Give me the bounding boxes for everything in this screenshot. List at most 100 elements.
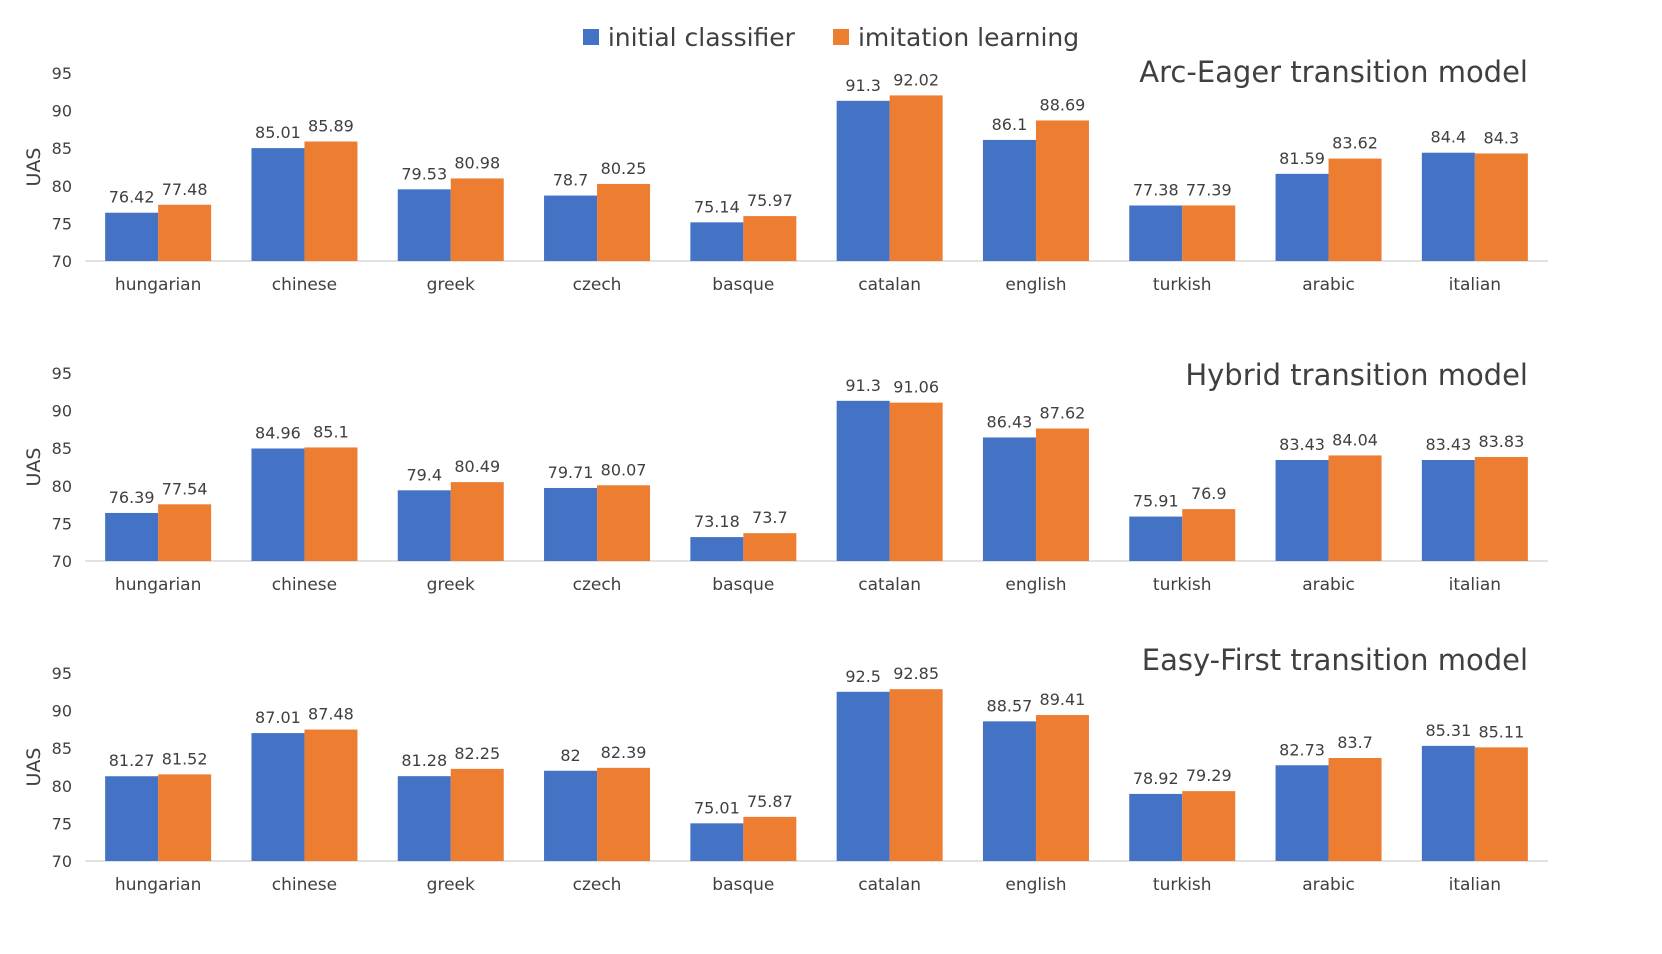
- bar-initial-classifier: [397, 776, 451, 861]
- y-tick-label: 70: [52, 852, 72, 871]
- bar-imitation-learning: [889, 402, 943, 561]
- data-label: 75.01: [694, 798, 740, 817]
- y-tick-label: 80: [52, 777, 72, 796]
- x-tick-label: catalan: [858, 275, 921, 295]
- data-label: 92.85: [893, 664, 939, 683]
- bar-initial-classifier: [690, 823, 744, 861]
- bar-imitation-learning: [158, 504, 212, 561]
- data-label: 79.71: [548, 463, 594, 482]
- bar-initial-classifier: [982, 721, 1036, 861]
- data-label: 85.31: [1425, 721, 1471, 740]
- y-axis-label: UAS: [23, 148, 45, 187]
- x-tick-label: turkish: [1153, 275, 1212, 295]
- bar-initial-classifier: [544, 487, 598, 561]
- data-label: 81.28: [401, 751, 447, 770]
- bar-initial-classifier: [105, 212, 159, 261]
- data-label: 87.62: [1040, 403, 1086, 422]
- bar-imitation-learning: [1182, 509, 1236, 561]
- data-label: 83.83: [1478, 432, 1524, 451]
- y-tick-label: 90: [52, 102, 72, 121]
- data-label: 79.29: [1186, 766, 1232, 785]
- x-tick-label: czech: [573, 575, 622, 595]
- x-tick-label: turkish: [1153, 875, 1212, 895]
- bar-initial-classifier: [982, 437, 1036, 561]
- data-label: 85.01: [255, 123, 301, 142]
- data-label: 83.7: [1337, 733, 1373, 752]
- data-label: 80.98: [454, 153, 500, 172]
- data-label: 79.53: [401, 164, 447, 183]
- x-tick-label: basque: [712, 875, 774, 895]
- bar-imitation-learning: [889, 95, 943, 261]
- legend-swatch-initial-classifier: [582, 29, 599, 45]
- x-tick-label: czech: [573, 875, 622, 895]
- data-label: 81.59: [1279, 149, 1325, 168]
- bar-imitation-learning: [1328, 158, 1382, 261]
- x-tick-label: basque: [712, 275, 774, 295]
- x-tick-label: czech: [573, 275, 622, 295]
- data-label: 86.1: [992, 115, 1028, 134]
- data-label: 84.96: [255, 424, 301, 443]
- y-tick-label: 70: [52, 252, 72, 271]
- data-label: 77.48: [162, 180, 208, 199]
- bar-imitation-learning: [743, 216, 797, 261]
- bar-initial-classifier: [544, 770, 598, 861]
- x-tick-label: english: [1005, 575, 1066, 595]
- chart-title: Arc-Eager transition model: [1139, 55, 1528, 89]
- data-label: 82.39: [601, 743, 647, 762]
- data-label: 92.5: [845, 667, 881, 686]
- bar-initial-classifier: [836, 691, 890, 861]
- bar-imitation-learning: [1182, 205, 1236, 261]
- data-label: 83.43: [1425, 435, 1471, 454]
- bar-initial-classifier: [1129, 793, 1183, 861]
- bar-imitation-learning: [597, 183, 651, 261]
- x-tick-label: chinese: [272, 275, 337, 295]
- data-label: 87.48: [308, 705, 354, 724]
- bar-initial-classifier: [544, 195, 598, 261]
- data-label: 76.39: [109, 488, 155, 507]
- y-tick-label: 85: [52, 439, 72, 458]
- bar-initial-classifier: [1421, 745, 1475, 861]
- x-tick-label: catalan: [858, 575, 921, 595]
- bar-imitation-learning: [450, 768, 504, 861]
- x-tick-label: arabic: [1302, 575, 1355, 595]
- data-label: 83.43: [1279, 435, 1325, 454]
- bar-initial-classifier: [105, 512, 159, 561]
- y-tick-label: 75: [52, 214, 72, 233]
- y-tick-label: 95: [52, 364, 72, 383]
- bar-imitation-learning: [1328, 455, 1382, 561]
- legend-label-initial-classifier: initial classifier: [607, 22, 795, 52]
- x-tick-label: turkish: [1153, 575, 1212, 595]
- bar-imitation-learning: [304, 729, 358, 861]
- x-tick-label: basque: [712, 575, 774, 595]
- x-tick-label: greek: [427, 275, 475, 295]
- y-tick-label: 80: [52, 177, 72, 196]
- data-label: 77.54: [162, 479, 208, 498]
- bar-initial-classifier: [690, 537, 744, 561]
- bar-initial-classifier: [251, 733, 305, 861]
- y-axis-label: UAS: [23, 748, 45, 787]
- legend-label-imitation-learning: imitation learning: [857, 22, 1080, 52]
- bar-initial-classifier: [982, 139, 1036, 261]
- x-tick-label: english: [1005, 875, 1066, 895]
- data-label: 89.41: [1040, 690, 1086, 709]
- data-label: 81.52: [162, 749, 208, 768]
- y-tick-label: 70: [52, 552, 72, 571]
- data-label: 88.69: [1040, 95, 1086, 114]
- data-label: 85.1: [313, 422, 349, 441]
- bar-initial-classifier: [690, 222, 744, 261]
- data-label: 73.7: [752, 508, 788, 527]
- data-label: 82.73: [1279, 740, 1325, 759]
- bar-initial-classifier: [1421, 152, 1475, 261]
- data-label: 80.49: [454, 457, 500, 476]
- x-tick-label: greek: [427, 875, 475, 895]
- bar-imitation-learning: [304, 447, 358, 561]
- bar-initial-classifier: [1275, 765, 1329, 861]
- bar-initial-classifier: [251, 148, 305, 261]
- bar-imitation-learning: [1035, 715, 1089, 861]
- bar-imitation-learning: [304, 141, 358, 261]
- x-tick-label: italian: [1449, 275, 1501, 295]
- data-label: 73.18: [694, 512, 740, 531]
- legend-item-imitation-learning: imitation learning: [832, 22, 1080, 52]
- data-label: 78.7: [553, 171, 589, 190]
- data-label: 75.87: [747, 792, 793, 811]
